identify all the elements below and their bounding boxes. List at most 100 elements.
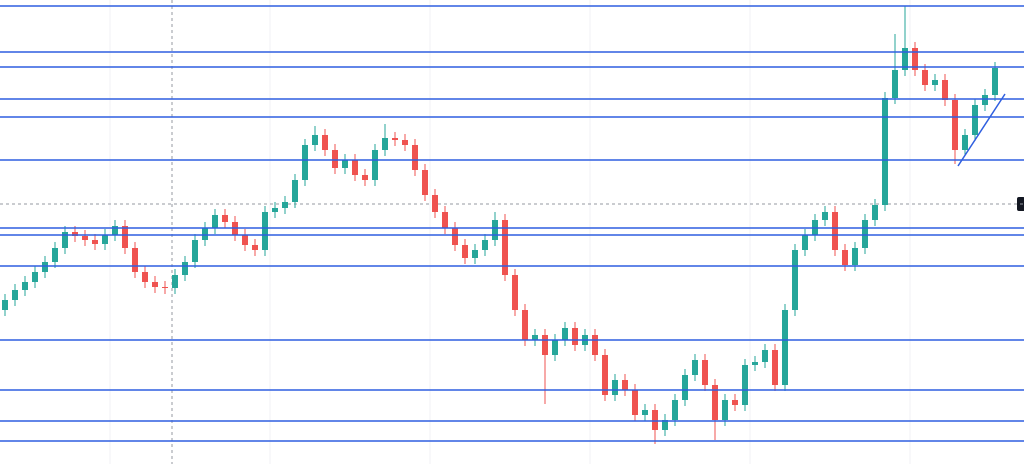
candle-body [852,248,858,265]
candle-body [12,290,18,300]
candle-body [912,48,918,70]
candle-body [202,228,208,240]
candle-body [292,180,298,202]
candle-body [682,375,688,400]
candle-body [252,245,258,250]
candle-body [922,70,928,85]
candle-body [872,205,878,220]
candle-body [432,195,438,212]
candle-body [182,262,188,275]
candle-body [102,235,108,244]
candle-body [262,212,268,250]
candle-body [842,250,848,265]
candle-body [932,80,938,85]
candle-body [652,410,658,430]
candle-body [512,275,518,310]
candle-body [112,226,118,235]
candle-body [712,385,718,420]
candle-body [62,232,68,248]
candle-body [982,95,988,105]
candle-body [142,272,148,282]
candle-body [392,138,398,140]
candle-body [52,248,58,262]
candle-body [482,240,488,250]
candle-body [402,140,408,145]
candle-body [702,360,708,385]
candle-body [992,68,998,95]
candle-body [372,150,378,180]
candle-body [412,145,418,170]
candle-body [822,212,828,220]
candle-body [342,160,348,168]
candle-body [942,80,948,100]
candle-body [42,262,48,272]
candle-body [172,275,178,288]
candle-body [642,410,648,415]
candle-body [302,145,308,180]
candle-body [382,138,388,150]
candle-body [452,228,458,245]
candle-body [772,350,778,385]
candle-body [672,400,678,420]
candle-body [882,98,888,205]
candle-body [22,282,28,290]
candle-body [732,400,738,405]
candle-body [552,340,558,355]
candle-body [242,235,248,245]
candle-body [572,328,578,345]
candle-body [362,175,368,180]
candle-body [862,220,868,248]
candle-body [632,390,638,415]
candle-body [532,335,538,340]
candle-body [832,212,838,250]
candle-body [562,328,568,340]
candle-body [902,48,908,70]
candle-body [462,245,468,258]
candle-body [192,240,198,262]
candle-body [92,240,98,244]
candle-body [472,250,478,258]
candle-body [82,236,88,240]
candle-body [492,220,498,240]
candle-body [502,220,508,275]
candle-body [602,355,608,395]
candle-body [122,226,128,248]
candle-body [282,202,288,208]
candle-body [722,400,728,420]
candle-body [542,335,548,355]
candle-body [332,150,338,168]
candle-body [792,250,798,310]
candle-body [802,235,808,250]
candle-body [162,287,168,288]
candle-body [952,100,958,150]
candle-body [132,248,138,272]
candle-body [322,135,328,150]
candle-body [32,272,38,282]
candle-body [442,212,448,228]
candle-body [662,420,668,430]
vertical-grid [109,0,911,464]
candle-body [782,310,788,385]
candle-body [962,135,968,150]
candle-body [762,350,768,362]
candle-body [272,208,278,212]
candle-body [352,160,358,175]
candle-body [592,335,598,355]
candle-body [72,232,78,236]
candle-body [522,310,528,340]
candle-body [152,282,158,287]
trendline [957,93,1006,167]
candle-body [312,135,318,145]
candle-body [222,215,228,222]
candle-body [612,380,618,395]
candle-body [972,105,978,135]
candle-body [622,380,628,390]
candle-body [212,215,218,228]
candle-body [422,170,428,195]
candle-body [892,70,898,98]
candle-body [742,365,748,405]
candle-body [692,360,698,375]
candle-body [752,362,758,365]
candle-body [2,300,8,310]
